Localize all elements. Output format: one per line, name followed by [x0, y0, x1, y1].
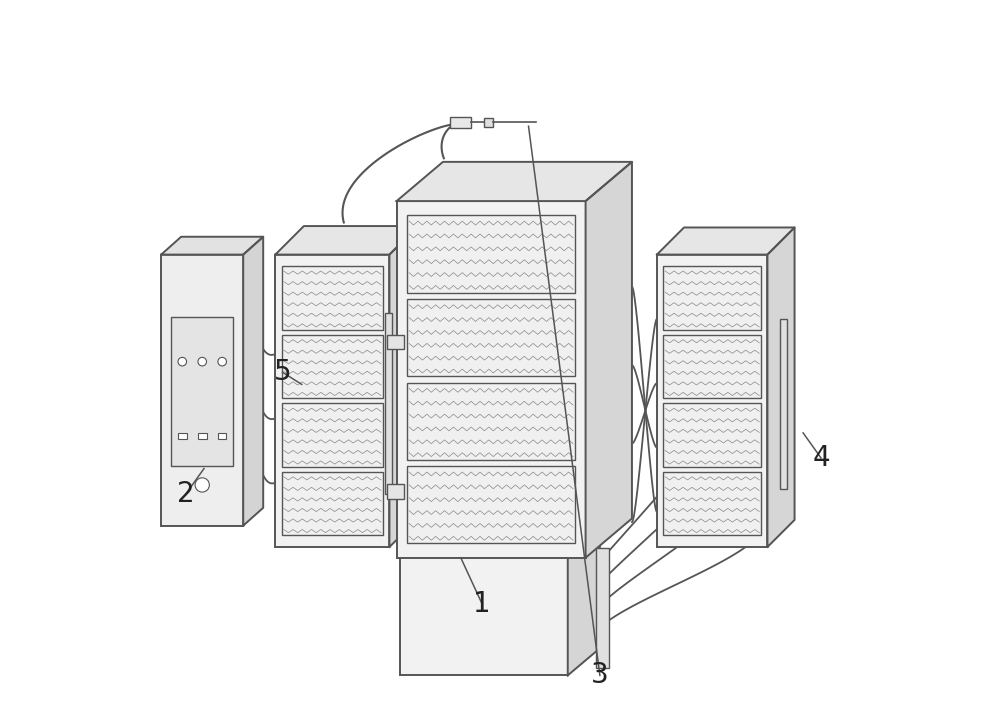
Bar	[198, 433, 207, 439]
Bar	[282, 472, 383, 536]
Bar	[657, 255, 767, 547]
Bar	[407, 216, 575, 293]
Polygon shape	[161, 237, 263, 255]
Text: 5: 5	[274, 358, 291, 386]
Bar	[450, 117, 471, 127]
Text: 3: 3	[591, 662, 609, 690]
Polygon shape	[400, 502, 600, 529]
Bar	[218, 433, 226, 439]
Bar	[282, 403, 383, 467]
FancyBboxPatch shape	[387, 484, 404, 498]
Text: 1: 1	[473, 590, 491, 618]
Polygon shape	[275, 226, 418, 255]
Bar	[282, 266, 383, 329]
Polygon shape	[389, 226, 418, 547]
Polygon shape	[397, 162, 632, 201]
Bar	[407, 299, 575, 376]
Text: 2: 2	[177, 480, 195, 508]
Bar	[484, 118, 493, 127]
Bar	[407, 382, 575, 460]
Bar	[397, 201, 586, 558]
Text: 4: 4	[812, 444, 830, 472]
Bar	[282, 335, 383, 398]
Polygon shape	[657, 228, 795, 255]
Circle shape	[198, 357, 207, 366]
Bar	[171, 317, 233, 466]
Polygon shape	[243, 237, 263, 526]
Bar	[663, 472, 761, 536]
Bar	[663, 403, 761, 467]
Bar	[663, 266, 761, 329]
Bar	[663, 335, 761, 398]
Polygon shape	[586, 162, 632, 558]
Bar	[385, 313, 392, 494]
Polygon shape	[767, 228, 795, 547]
Bar	[596, 548, 609, 668]
Bar	[407, 466, 575, 543]
Bar	[161, 255, 243, 526]
Circle shape	[195, 478, 209, 492]
Bar	[780, 319, 787, 488]
Bar	[275, 255, 389, 547]
Bar	[178, 433, 187, 439]
Circle shape	[178, 357, 187, 366]
Circle shape	[218, 357, 226, 366]
FancyBboxPatch shape	[387, 335, 404, 349]
Bar	[400, 529, 568, 675]
Polygon shape	[568, 502, 600, 675]
